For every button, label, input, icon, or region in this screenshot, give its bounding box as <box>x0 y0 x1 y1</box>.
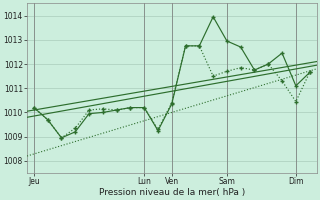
X-axis label: Pression niveau de la mer( hPa ): Pression niveau de la mer( hPa ) <box>99 188 245 197</box>
